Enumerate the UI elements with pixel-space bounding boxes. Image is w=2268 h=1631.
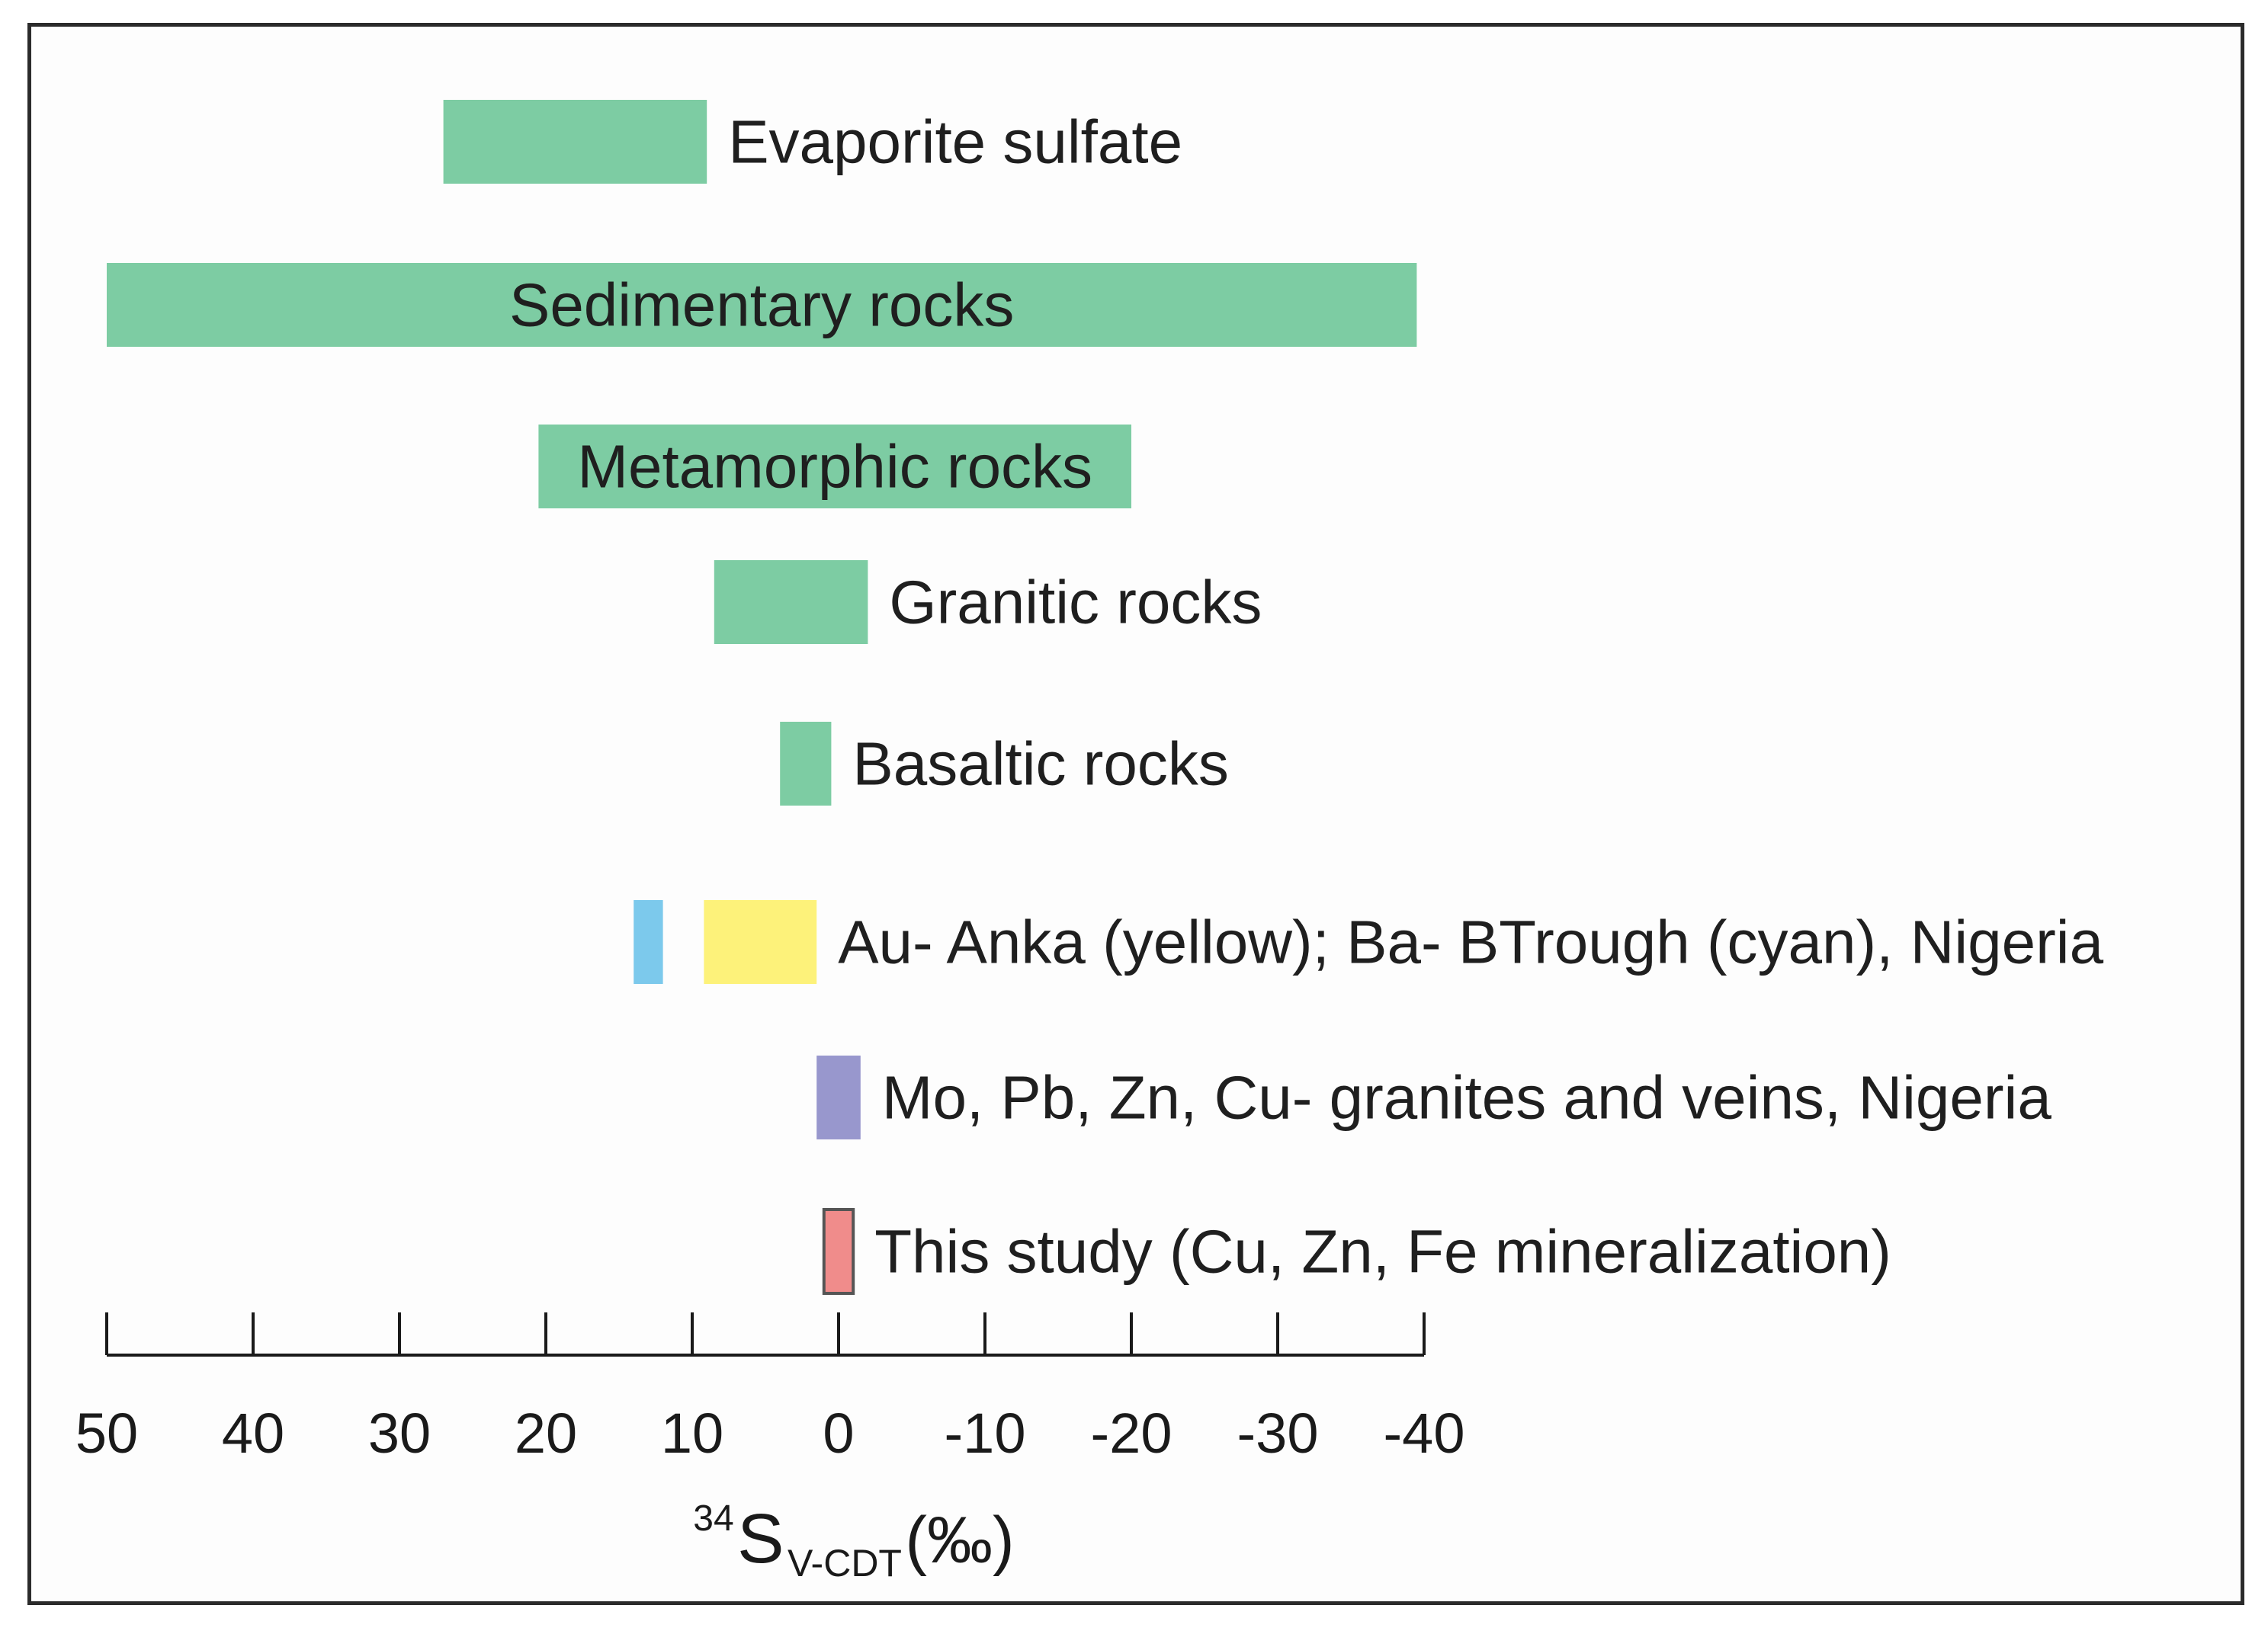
row-label-3: Granitic rocks	[889, 569, 1262, 636]
x-tick-label-8: -30	[1237, 1402, 1319, 1465]
row-label-2: Metamorphic rocks	[577, 433, 1092, 501]
x-tick-label-4: 10	[661, 1402, 723, 1465]
range-bar-3-0	[714, 560, 868, 644]
x-tick-label-2: 30	[368, 1402, 431, 1465]
bars-layer	[107, 100, 1417, 1295]
row-label-4: Basaltic rocks	[852, 730, 1228, 798]
x-tick-label-1: 40	[222, 1402, 284, 1465]
range-bar-5-0	[634, 900, 663, 984]
x-axis-title-unit: (‰)	[905, 1504, 1014, 1577]
x-axis-title-superscript: 34	[693, 1498, 733, 1539]
row-label-0: Evaporite sulfate	[728, 108, 1182, 176]
x-axis: 50 40 30 20 10 0 -10 -20 -30 -40	[75, 1312, 1465, 1465]
x-tick-label-6: -10	[945, 1402, 1026, 1465]
range-bar-5-1	[704, 900, 817, 984]
labels-layer: Evaporite sulfate Sedimentary rocks Metamo…	[509, 108, 2104, 1286]
x-axis-title-main: S	[737, 1500, 784, 1578]
range-bar-6-0	[816, 1056, 861, 1139]
range-bar-7-0	[822, 1208, 855, 1295]
row-label-1: Sedimentary rocks	[509, 271, 1014, 339]
range-bar-1-0	[107, 263, 1417, 347]
x-tick-label-5: 0	[823, 1402, 854, 1465]
x-tick-label-0: 50	[75, 1402, 138, 1465]
range-bar-2-0	[538, 425, 1131, 508]
range-bar-0-0	[443, 100, 707, 184]
x-axis-title: 34 S V-CDT (‰)	[693, 1498, 1014, 1585]
x-tick-label-9: -40	[1384, 1402, 1465, 1465]
x-tick-label-7: -20	[1091, 1402, 1172, 1465]
row-label-7: This study (Cu, Zn, Fe mineralization)	[874, 1218, 1891, 1286]
x-tick-label-3: 20	[515, 1402, 577, 1465]
x-axis-title-subscript: V-CDT	[788, 1542, 902, 1585]
range-bar-4-0	[780, 722, 832, 806]
row-label-5: Au- Anka (yellow); Ba- BTrough (cyan), N…	[838, 908, 2103, 976]
row-label-6: Mo, Pb, Zn, Cu- granites and veins, Nige…	[882, 1064, 2052, 1132]
